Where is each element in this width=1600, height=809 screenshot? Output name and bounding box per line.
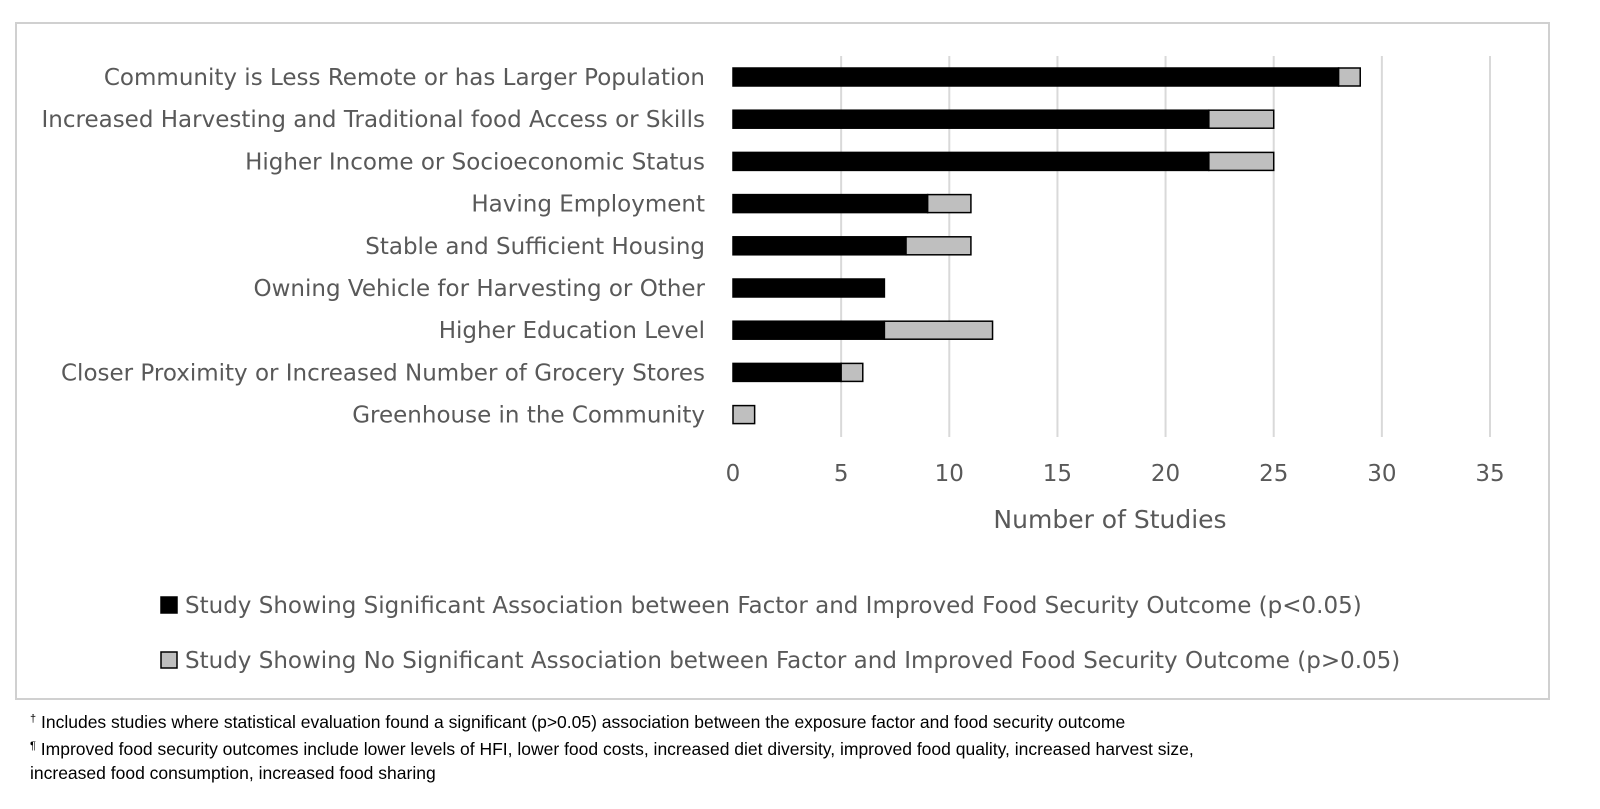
footnotes: † Includes studies where statistical eva… — [30, 707, 1590, 785]
x-tick-labels: 0 5 10 15 20 25 30 35 — [726, 461, 1505, 487]
category-label: Having Employment — [471, 192, 705, 218]
category-label: Higher Income or Socioeconomic Status — [245, 149, 705, 175]
x-tick-label: 0 — [726, 461, 741, 487]
legend-item-significant: Study Showing Significant Association be… — [160, 593, 1362, 619]
footnote-1-mark: † — [30, 713, 37, 725]
bar-significant — [732, 236, 907, 256]
footnote-2-continued: increased food consumption, increased fo… — [30, 763, 436, 783]
bar-not-significant — [1208, 109, 1275, 129]
legend-label-significant: Study Showing Significant Association be… — [185, 593, 1362, 619]
x-tick-label: 20 — [1151, 461, 1180, 487]
x-tick-label: 15 — [1043, 461, 1072, 487]
category-labels: Community is Less Remote or has Larger P… — [42, 65, 706, 429]
category-label: Closer Proximity or Increased Number of … — [61, 360, 705, 386]
x-tick-label: 5 — [834, 461, 849, 487]
bar-significant — [732, 193, 929, 214]
footnote-1-text: Includes studies where statistical evalu… — [41, 712, 1126, 732]
footnote-2-mark: ¶ — [30, 740, 36, 752]
chart-frame — [15, 22, 1550, 700]
legend-swatch-not-significant — [160, 651, 178, 669]
x-tick-label: 25 — [1259, 461, 1288, 487]
x-tick-label: 35 — [1475, 461, 1504, 487]
legend: Study Showing Significant Association be… — [160, 593, 1400, 674]
category-label: Greenhouse in the Community — [352, 403, 705, 429]
bar-significant — [732, 151, 1210, 172]
bar-not-significant — [1337, 67, 1361, 87]
legend-label-not-significant: Study Showing No Significant Association… — [185, 648, 1400, 674]
bar-not-significant — [1208, 151, 1275, 172]
bar-significant — [732, 109, 1210, 129]
x-axis-title: Number of Studies — [993, 505, 1226, 534]
bar-not-significant — [905, 236, 972, 256]
bar-significant — [732, 67, 1340, 87]
bars — [732, 67, 1361, 425]
category-label: Community is Less Remote or has Larger P… — [104, 65, 705, 91]
bar-not-significant — [883, 320, 994, 340]
footnote-1: † Includes studies where statistical eva… — [30, 707, 1590, 734]
x-tick-label: 30 — [1367, 461, 1396, 487]
bar-chart: Community is Less Remote or has Larger P… — [42, 56, 1505, 674]
category-label: Owning Vehicle for Harvesting or Other — [254, 276, 706, 302]
footnote-2: ¶ Improved food security outcomes includ… — [30, 734, 1590, 761]
x-tick-label: 10 — [935, 461, 964, 487]
category-label: Higher Education Level — [439, 318, 705, 344]
bar-not-significant — [732, 404, 756, 425]
legend-item-not-significant: Study Showing No Significant Association… — [160, 648, 1400, 674]
legend-swatch-significant — [160, 596, 178, 614]
bar-not-significant — [840, 362, 864, 383]
category-label: Stable and Sufficient Housing — [365, 234, 705, 260]
bar-significant — [732, 278, 886, 298]
bar-significant — [732, 320, 886, 340]
footnote-2-text: Improved food security outcomes include … — [40, 739, 1194, 759]
bar-significant — [732, 362, 842, 383]
bar-not-significant — [926, 193, 972, 214]
category-label: Increased Harvesting and Traditional foo… — [42, 107, 706, 133]
